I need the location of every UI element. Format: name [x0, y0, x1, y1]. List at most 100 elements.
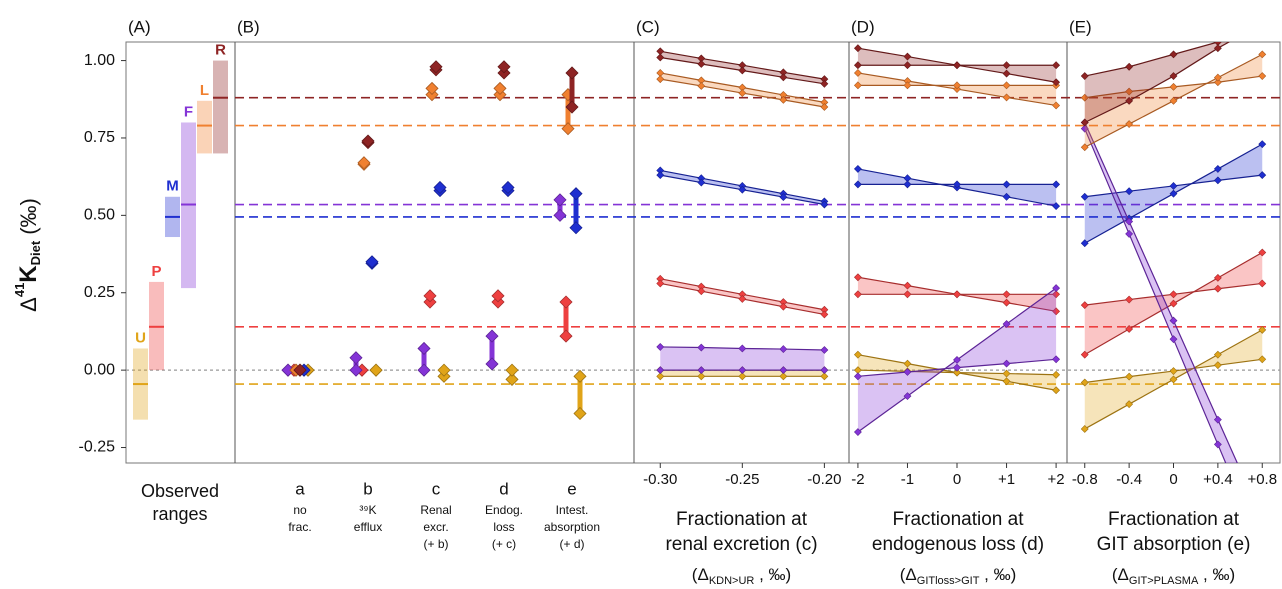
band-panel: [853, 44, 1061, 436]
band-point: [1002, 298, 1011, 307]
band-point: [903, 52, 912, 61]
band-point: [1002, 81, 1011, 90]
band-fill: [1084, 42, 1229, 123]
band-point: [820, 346, 829, 354]
band-point: [1080, 425, 1089, 433]
band-point: [1080, 239, 1089, 248]
band-point: [853, 273, 862, 282]
band-point: [1052, 386, 1061, 395]
band-point: [1259, 20, 1266, 27]
y-label-main: K: [15, 265, 42, 283]
band-point: [853, 61, 862, 70]
band-panel: [1080, 20, 1267, 522]
category-sublabel: absorption: [544, 520, 600, 534]
category-sublabel: no: [293, 503, 307, 517]
band-point: [1258, 72, 1267, 80]
band-point: [1125, 187, 1134, 196]
band-point: [1125, 96, 1134, 105]
band-point: [1052, 355, 1061, 364]
band-point: [1213, 361, 1222, 370]
low-point: [417, 363, 431, 377]
x-tick-label: e: [567, 479, 576, 498]
category-sublabel: Intest.: [556, 503, 589, 517]
low-point: [561, 122, 575, 136]
x-tick-label: a: [295, 479, 305, 498]
band-point: [903, 281, 912, 290]
band-point: [953, 355, 961, 364]
band-point: [1169, 335, 1178, 344]
symbol-open: (Δ: [692, 565, 709, 584]
y-label-suffix: (‰): [16, 198, 41, 235]
x-axis-label: Observed: [141, 481, 219, 501]
band-point: [853, 69, 862, 77]
band-point: [1002, 369, 1011, 378]
band-point: [656, 171, 665, 180]
band-point: [1125, 372, 1134, 381]
y-label-prefix: Δ: [16, 297, 41, 312]
band-point: [656, 366, 665, 375]
band-point: [738, 344, 747, 353]
high-point: [433, 180, 447, 195]
high-point: [425, 81, 439, 95]
high-point: [293, 363, 307, 377]
band-point: [1125, 230, 1134, 238]
category-sublabel: efflux: [354, 520, 382, 534]
band-point: [1169, 72, 1178, 80]
band-point: [1259, 515, 1266, 522]
x-tick-label: +0.4: [1203, 471, 1233, 488]
panel-label: (C): [636, 17, 660, 36]
x-tick-label: -2: [851, 471, 864, 488]
band-point: [1258, 355, 1267, 364]
low-point: [573, 406, 587, 421]
high-point: [365, 255, 379, 269]
band-point: [1213, 44, 1222, 53]
band-point: [1052, 284, 1061, 293]
band-point: [1080, 192, 1089, 201]
range-name: F: [184, 103, 193, 120]
band-point: [1002, 192, 1011, 201]
category-sublabel: (+ c): [492, 537, 516, 551]
band-point: [1125, 217, 1134, 226]
band-point: [1052, 307, 1061, 316]
band-point: [1002, 180, 1011, 189]
band-point: [1080, 124, 1089, 133]
range-name: L: [200, 82, 209, 99]
band-point: [1169, 182, 1178, 190]
range-bar: [213, 60, 228, 154]
band-point: [1052, 370, 1061, 379]
range-name: U: [135, 329, 146, 346]
band-point: [1052, 202, 1061, 210]
low-point: [569, 221, 583, 235]
band-point: [697, 178, 706, 187]
x-axis-label: Fractionation at: [676, 509, 808, 530]
band-point: [1080, 350, 1089, 359]
low-point: [505, 372, 519, 386]
band-panel: [656, 47, 829, 381]
band-point: [779, 73, 788, 82]
x-tick-label: -1: [901, 471, 914, 488]
band-point: [853, 290, 862, 299]
band-point: [697, 372, 706, 381]
symbol-sub: KDN>UR: [709, 575, 755, 587]
x-tick-label: b: [363, 479, 372, 498]
band-point: [1213, 273, 1222, 282]
band-point: [1169, 367, 1178, 375]
low-point: [565, 100, 579, 114]
band-point: [779, 372, 788, 381]
band-point: [953, 61, 961, 70]
category-sublabel: (+ b): [423, 537, 448, 551]
band-point: [1213, 415, 1222, 424]
low-point: [553, 208, 567, 222]
band-point: [1213, 350, 1222, 359]
band-point: [1169, 96, 1178, 105]
y-tick-label: 0.75: [84, 129, 115, 146]
low-point: [485, 357, 499, 371]
x-axis-label: Fractionation at: [893, 509, 1025, 530]
band-point: [779, 345, 788, 354]
band-point: [1258, 248, 1267, 257]
band-point: [1258, 140, 1267, 149]
band-point: [903, 290, 912, 299]
x-axis-label: endogenous loss (d): [872, 534, 1044, 555]
symbol-close: , ‰): [1198, 565, 1235, 584]
